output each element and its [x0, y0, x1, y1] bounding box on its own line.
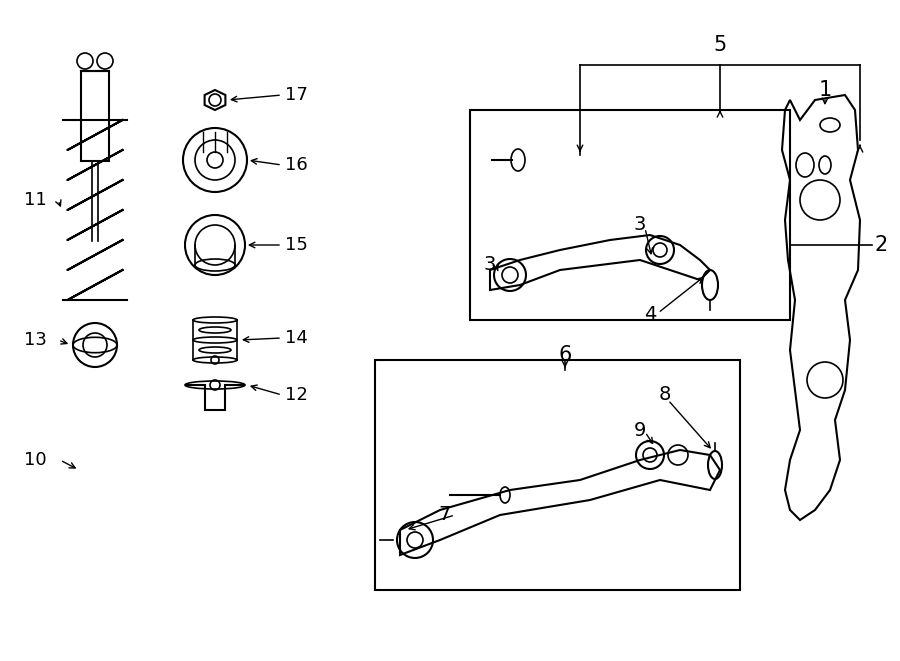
Bar — [375, 360, 740, 590]
Text: 1: 1 — [818, 80, 832, 100]
Text: 8: 8 — [659, 385, 671, 405]
Text: 14: 14 — [285, 329, 308, 347]
Text: 16: 16 — [285, 156, 308, 174]
Text: 15: 15 — [285, 236, 308, 254]
Text: 3: 3 — [634, 215, 646, 235]
Bar — [470, 110, 790, 320]
Text: 6: 6 — [558, 345, 572, 365]
Text: 7: 7 — [439, 506, 451, 524]
Text: 4: 4 — [644, 305, 656, 325]
Text: 12: 12 — [285, 386, 308, 404]
Text: 11: 11 — [23, 191, 47, 209]
Text: 10: 10 — [23, 451, 46, 469]
Text: 13: 13 — [23, 331, 47, 349]
Text: 9: 9 — [634, 420, 646, 440]
Text: 2: 2 — [875, 235, 888, 255]
Text: 5: 5 — [714, 35, 726, 55]
Text: 3: 3 — [484, 256, 496, 274]
Text: 17: 17 — [285, 86, 308, 104]
